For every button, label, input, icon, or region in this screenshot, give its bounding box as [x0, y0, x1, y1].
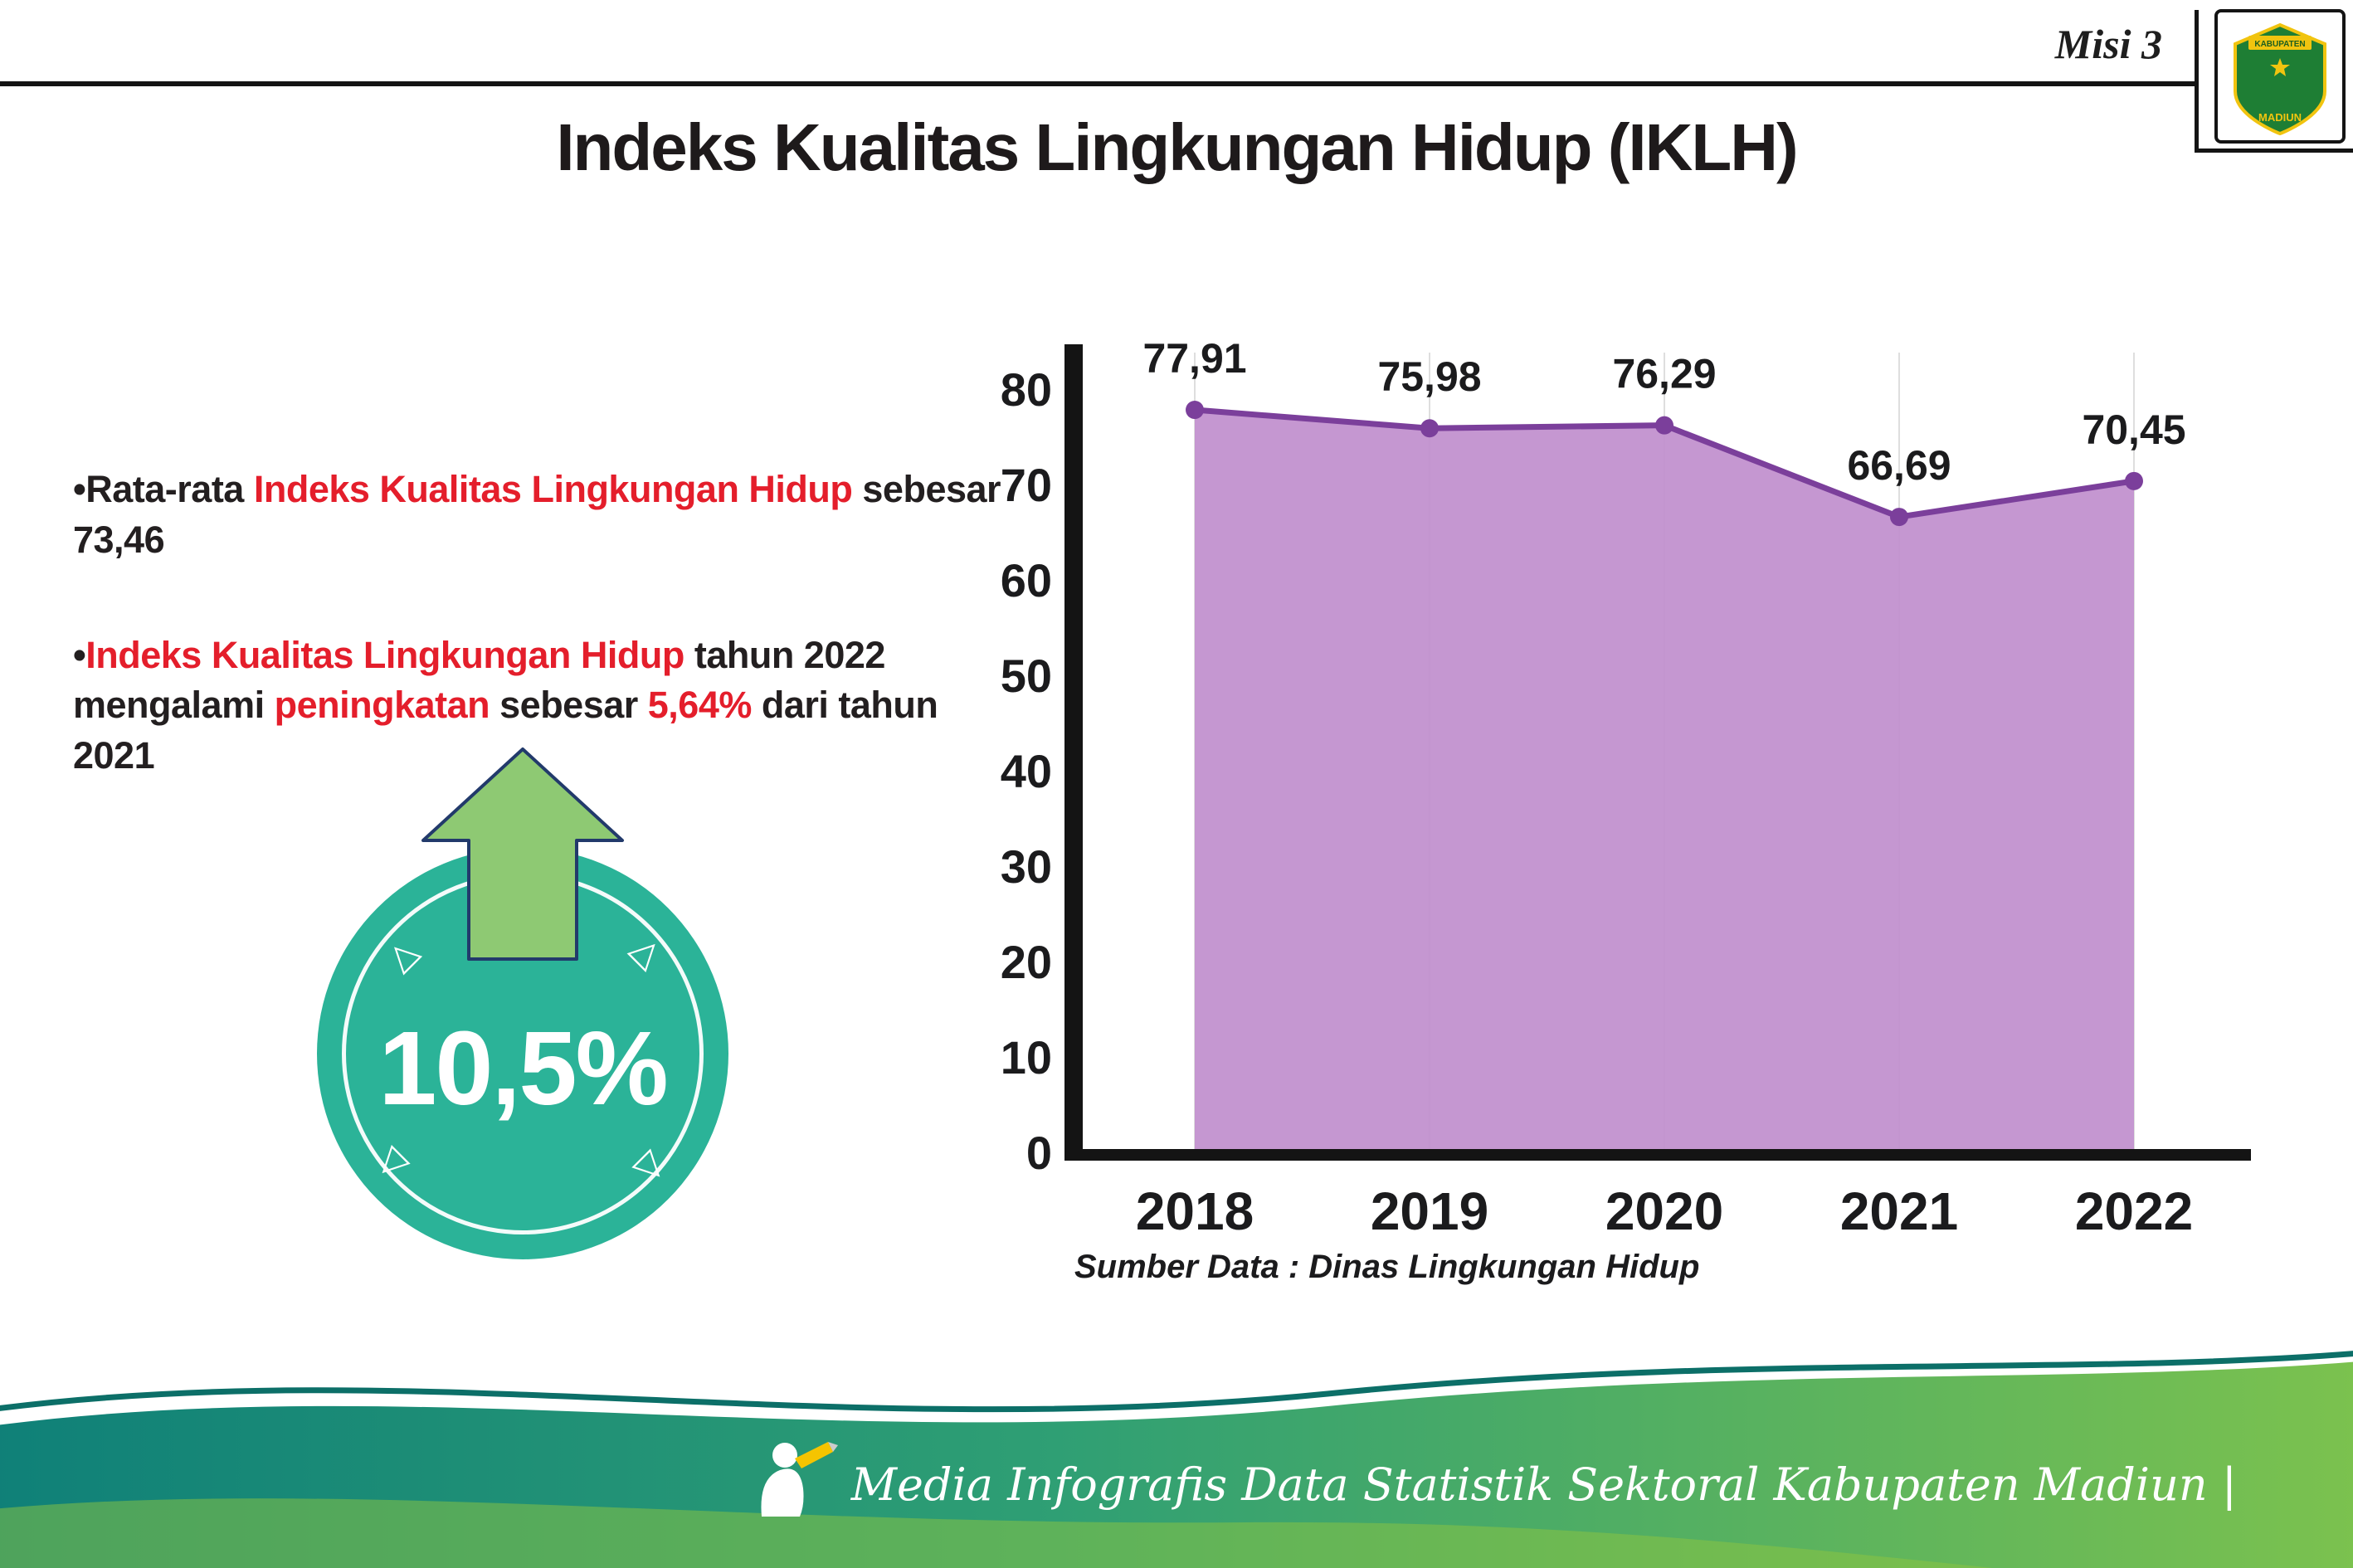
misi-label: Misi 3	[2054, 21, 2162, 67]
crest-banner	[2248, 36, 2312, 50]
bullet-marker: •	[73, 633, 86, 676]
x-tick-label: 2021	[1840, 1181, 1958, 1241]
footer-bar: Media Infografis Data Statistik Sektoral…	[750, 1437, 2237, 1520]
y-tick-label: 0	[1026, 1127, 1052, 1179]
bullet-segment: sebesar	[490, 684, 648, 727]
bullet-segment: tahun 2022 mengalami	[73, 633, 885, 727]
y-tick-labels-group: 0 10 20 30 40 50 60 70 80	[1001, 363, 1052, 1179]
y-tick-label: 70	[1001, 459, 1052, 511]
bullet-segment: Indeks Kualitas Lingkungan Hidup	[85, 633, 684, 676]
bullet-segment: Rata-rata	[85, 468, 254, 510]
footer-accent-line	[0, 1351, 2353, 1413]
area-series-group	[1186, 401, 2143, 1153]
footer-caption: Media Infografis Data Statistik Sektoral…	[850, 1458, 2237, 1511]
y-tick-label: 40	[1001, 745, 1052, 797]
y-tick-label: 30	[1001, 840, 1052, 893]
x-tick-labels-group: 2018 2019 2020 2021 2022	[1136, 1181, 2193, 1241]
x-axis-line	[1064, 1149, 2251, 1161]
x-tick-label: 2022	[2075, 1181, 2193, 1241]
bullet-item: •Rata-rata Indeks Kualitas Lingkungan Hi…	[73, 465, 1027, 566]
source-caption: Sumber Data : Dinas Lingkungan Hidup	[1074, 1249, 1700, 1285]
y-tick-label: 50	[1001, 650, 1052, 702]
value-label: 66,69	[1847, 442, 1951, 489]
y-tick-label: 80	[1001, 363, 1052, 416]
crest-frame-vertical	[2195, 10, 2199, 153]
y-axis-line	[1064, 344, 1083, 1161]
bullet-segment: sebesar 73,46	[73, 468, 1001, 561]
footer-bottom-wave	[0, 1498, 1994, 1568]
data-point-dot	[2125, 471, 2143, 490]
bullet-segment: peningkatan	[274, 684, 490, 727]
x-tick-label: 2020	[1605, 1181, 1723, 1241]
data-point-dot	[1890, 508, 1908, 527]
data-point-dot	[1186, 401, 1204, 420]
x-tick-label: 2018	[1136, 1181, 1254, 1241]
x-tick-label: 2019	[1371, 1181, 1488, 1241]
bullet-segment: Indeks Kualitas Lingkungan Hidup	[253, 468, 853, 510]
data-point-dot	[1655, 416, 1673, 435]
crest-star-icon	[2270, 58, 2290, 76]
value-labels-group: 77,91 75,98 76,29 66,69 70,45	[1142, 335, 2185, 489]
bullet-segment: dari tahun 2021	[73, 684, 938, 777]
value-label: 76,29	[1612, 351, 1716, 397]
footer-waves	[0, 1351, 2353, 1568]
y-tick-label: 10	[1001, 1031, 1052, 1083]
chart-canvas: 0 10 20 30 40 50 60 70 80 2018 2019 2020 2021 2022 7…	[1001, 335, 2251, 1241]
y-tick-label: 20	[1001, 936, 1052, 988]
crest-frame-horizontal	[2195, 149, 2353, 153]
crest-bottom-text: MADIUN	[2258, 111, 2302, 124]
area-shape	[1195, 410, 2134, 1153]
value-label: 75,98	[1377, 353, 1481, 400]
kabupaten-madiun-crest-logo: KABUPATEN MADIUN	[2214, 9, 2346, 144]
page-title: Indeks Kualitas Lingkungan Hidup (IKLH)	[556, 110, 1798, 184]
header-divider-line	[0, 81, 2197, 86]
crest-top-text: KABUPATEN	[2254, 40, 2305, 49]
bullet-item: •Indeks Kualitas Lingkungan Hidup tahun …	[73, 631, 1027, 782]
footer-mascot-icon	[761, 1442, 838, 1517]
bullet-list: •Rata-rata Indeks Kualitas Lingkungan Hi…	[73, 465, 1027, 846]
bullet-marker: •	[73, 468, 86, 510]
data-point-dot	[1420, 419, 1439, 438]
crest-shield	[2234, 22, 2326, 136]
trend-up-arrow-icon	[421, 747, 624, 961]
value-label: 77,91	[1142, 335, 1246, 382]
bullet-segment: 5,64%	[647, 684, 753, 727]
y-tick-label: 60	[1001, 554, 1052, 606]
iklh-area-chart: 0 10 20 30 40 50 60 70 80 2018 2019 2020 2021 2022 7…	[954, 324, 2290, 1269]
badge-percentage-value: 10,5%	[378, 1009, 668, 1127]
value-label: 70,45	[2082, 407, 2185, 453]
